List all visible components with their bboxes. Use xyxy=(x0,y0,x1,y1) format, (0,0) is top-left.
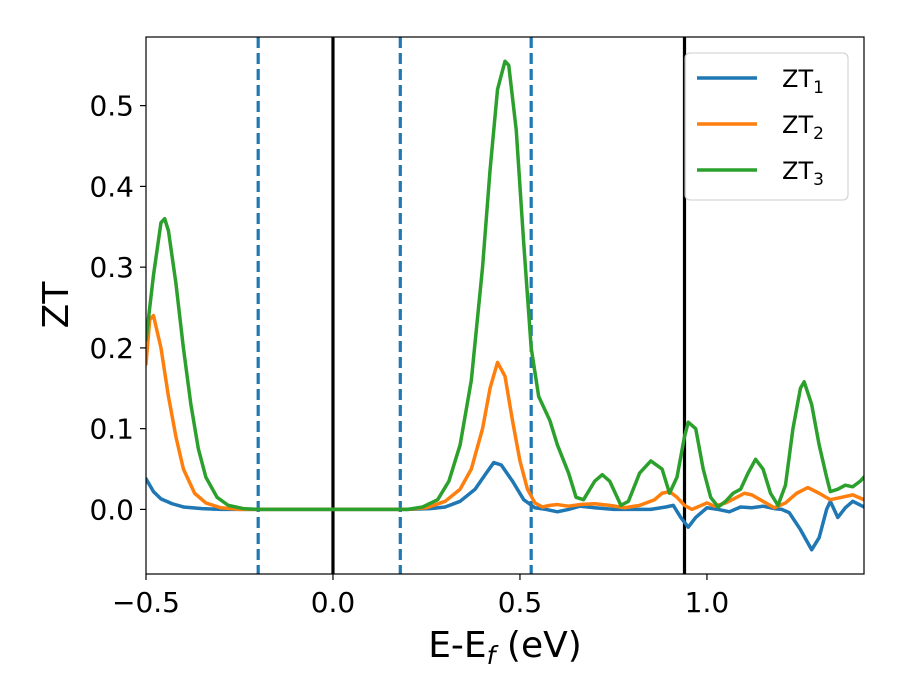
x-axis-ticks: −0.5 0.0 0.5 1.0 xyxy=(112,574,729,619)
plot-frame xyxy=(145,36,865,575)
legend-label-zt3: ZT3 xyxy=(782,157,824,190)
y-tick-label: 0.3 xyxy=(89,251,134,284)
y-axis-ticks: 0.0 0.1 0.2 0.3 0.4 0.5 xyxy=(89,90,146,526)
y-tick-label: 0.5 xyxy=(89,90,134,123)
y-axis-label: ZT xyxy=(36,281,77,329)
series-line-zt1 xyxy=(146,460,864,552)
legend-label-zt1: ZT1 xyxy=(782,65,824,98)
y-tick-label: 0.2 xyxy=(89,332,134,365)
x-tick-label: 0.0 xyxy=(311,586,356,619)
legend-label-zt2: ZT2 xyxy=(782,111,824,144)
series-lines xyxy=(146,59,864,552)
series-line-zt2 xyxy=(146,313,864,512)
x-tick-label: 0.5 xyxy=(498,586,543,619)
legend: ZT1 ZT2 ZT3 xyxy=(684,52,849,201)
legend-box xyxy=(684,52,849,201)
series-line-zt3 xyxy=(146,59,864,512)
y-tick-label: 0.4 xyxy=(89,170,134,203)
x-tick-label: 1.0 xyxy=(685,586,730,619)
x-axis-label: E-Ef (eV) xyxy=(428,625,582,670)
x-tick-label: −0.5 xyxy=(112,586,180,619)
y-tick-label: 0.1 xyxy=(89,413,134,446)
y-tick-label: 0.0 xyxy=(89,493,134,526)
